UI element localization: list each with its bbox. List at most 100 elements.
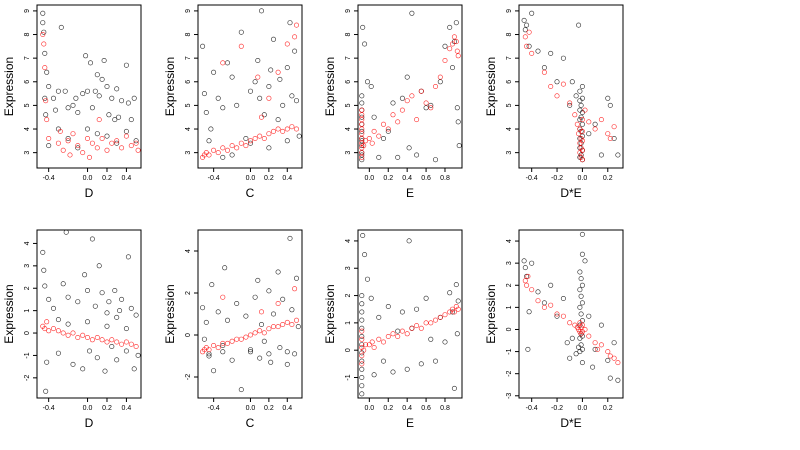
- data-point: [206, 353, 212, 359]
- series-red: [359, 34, 461, 160]
- data-point: [55, 350, 61, 356]
- data-point: [521, 258, 527, 264]
- data-point: [89, 337, 95, 343]
- data-point: [220, 342, 226, 348]
- y-tick-label: -1: [24, 352, 31, 358]
- data-point: [258, 8, 264, 14]
- data-point: [109, 337, 115, 343]
- data-point: [275, 269, 281, 275]
- x-axis-label: E: [406, 186, 414, 200]
- data-point: [280, 102, 286, 108]
- data-point: [359, 136, 365, 142]
- data-point: [87, 348, 93, 354]
- data-point: [40, 20, 46, 26]
- data-point: [592, 346, 598, 352]
- x-tick-label: -0.4: [208, 175, 220, 182]
- data-point: [125, 254, 131, 260]
- data-point: [201, 336, 207, 342]
- data-point: [275, 300, 281, 306]
- data-point: [75, 110, 81, 116]
- data-point: [579, 300, 585, 306]
- data-point: [284, 41, 290, 47]
- data-point: [579, 117, 585, 123]
- data-point: [88, 60, 94, 66]
- data-point: [257, 95, 263, 101]
- data-point: [248, 138, 254, 144]
- data-point: [123, 62, 129, 68]
- data-point: [582, 326, 588, 332]
- y-tick-label: 4: [345, 127, 352, 131]
- data-point: [257, 328, 263, 334]
- data-point: [65, 105, 71, 111]
- data-point: [85, 319, 91, 325]
- data-point: [395, 154, 401, 160]
- data-point: [359, 112, 365, 118]
- data-point: [615, 377, 621, 383]
- data-point: [104, 133, 110, 139]
- data-point: [359, 152, 365, 158]
- x-tick-label: 0.8: [440, 405, 450, 412]
- y-tick-label: 7: [185, 56, 192, 60]
- data-point: [548, 302, 554, 308]
- data-point: [94, 145, 100, 151]
- data-point: [579, 346, 585, 352]
- data-point: [222, 265, 228, 271]
- data-point: [292, 286, 298, 292]
- data-point: [60, 330, 66, 336]
- y-tick-label: -1: [345, 374, 352, 380]
- data-point: [248, 347, 254, 353]
- data-point: [409, 10, 415, 16]
- data-point: [428, 105, 434, 111]
- data-point: [607, 375, 613, 381]
- data-point: [238, 387, 244, 393]
- data-point: [567, 102, 573, 108]
- y-axis-label: Expression: [2, 57, 16, 116]
- data-point: [220, 294, 226, 300]
- data-point: [380, 358, 386, 364]
- x-tick-label: 0.0: [578, 405, 588, 412]
- data-point: [535, 48, 541, 54]
- data-point: [371, 372, 377, 378]
- data-point: [380, 339, 386, 345]
- x-tick-label: 0.2: [383, 175, 393, 182]
- panel-top-DE: -0.4 -0.2 0.0 0.2 3 4 5 6 7 8 9 D*E Expression: [484, 4, 624, 200]
- data-point: [70, 102, 76, 108]
- x-tick-label: 0.4: [402, 405, 412, 412]
- y-tick-label: 4: [506, 239, 513, 243]
- data-point: [206, 138, 212, 144]
- data-point: [123, 128, 129, 134]
- data-point: [211, 368, 217, 374]
- data-point: [270, 311, 276, 317]
- data-point: [522, 278, 528, 284]
- data-point: [293, 317, 299, 323]
- data-point: [135, 147, 141, 153]
- data-point: [55, 328, 61, 334]
- data-point: [101, 57, 107, 63]
- panel-bottom-D: -0.4 0.0 0.2 0.4 -2 -1 0 1 2 3 4 D Expression: [2, 229, 142, 430]
- data-point: [529, 260, 535, 266]
- data-point: [80, 366, 86, 372]
- y-tick-label: 0: [345, 348, 352, 352]
- series-black: [200, 8, 302, 160]
- data-point: [578, 152, 584, 158]
- data-point: [70, 361, 76, 367]
- data-point: [418, 361, 424, 367]
- x-tick-label: -0.2: [551, 405, 563, 412]
- data-point: [229, 152, 235, 158]
- data-point: [579, 128, 585, 134]
- data-point: [423, 100, 429, 106]
- data-point: [268, 67, 274, 73]
- x-tick-label: 0.4: [122, 175, 132, 182]
- data-point: [369, 339, 375, 345]
- plot-frame: [197, 4, 303, 169]
- data-point: [529, 50, 535, 56]
- data-point: [57, 128, 63, 134]
- data-point: [605, 349, 611, 355]
- x-tick-label: 0.2: [603, 405, 613, 412]
- data-point: [80, 91, 86, 97]
- data-point: [119, 341, 125, 347]
- data-point: [296, 133, 302, 139]
- x-axis-label: D*E: [560, 186, 581, 200]
- data-point: [579, 121, 585, 127]
- data-point: [529, 287, 535, 293]
